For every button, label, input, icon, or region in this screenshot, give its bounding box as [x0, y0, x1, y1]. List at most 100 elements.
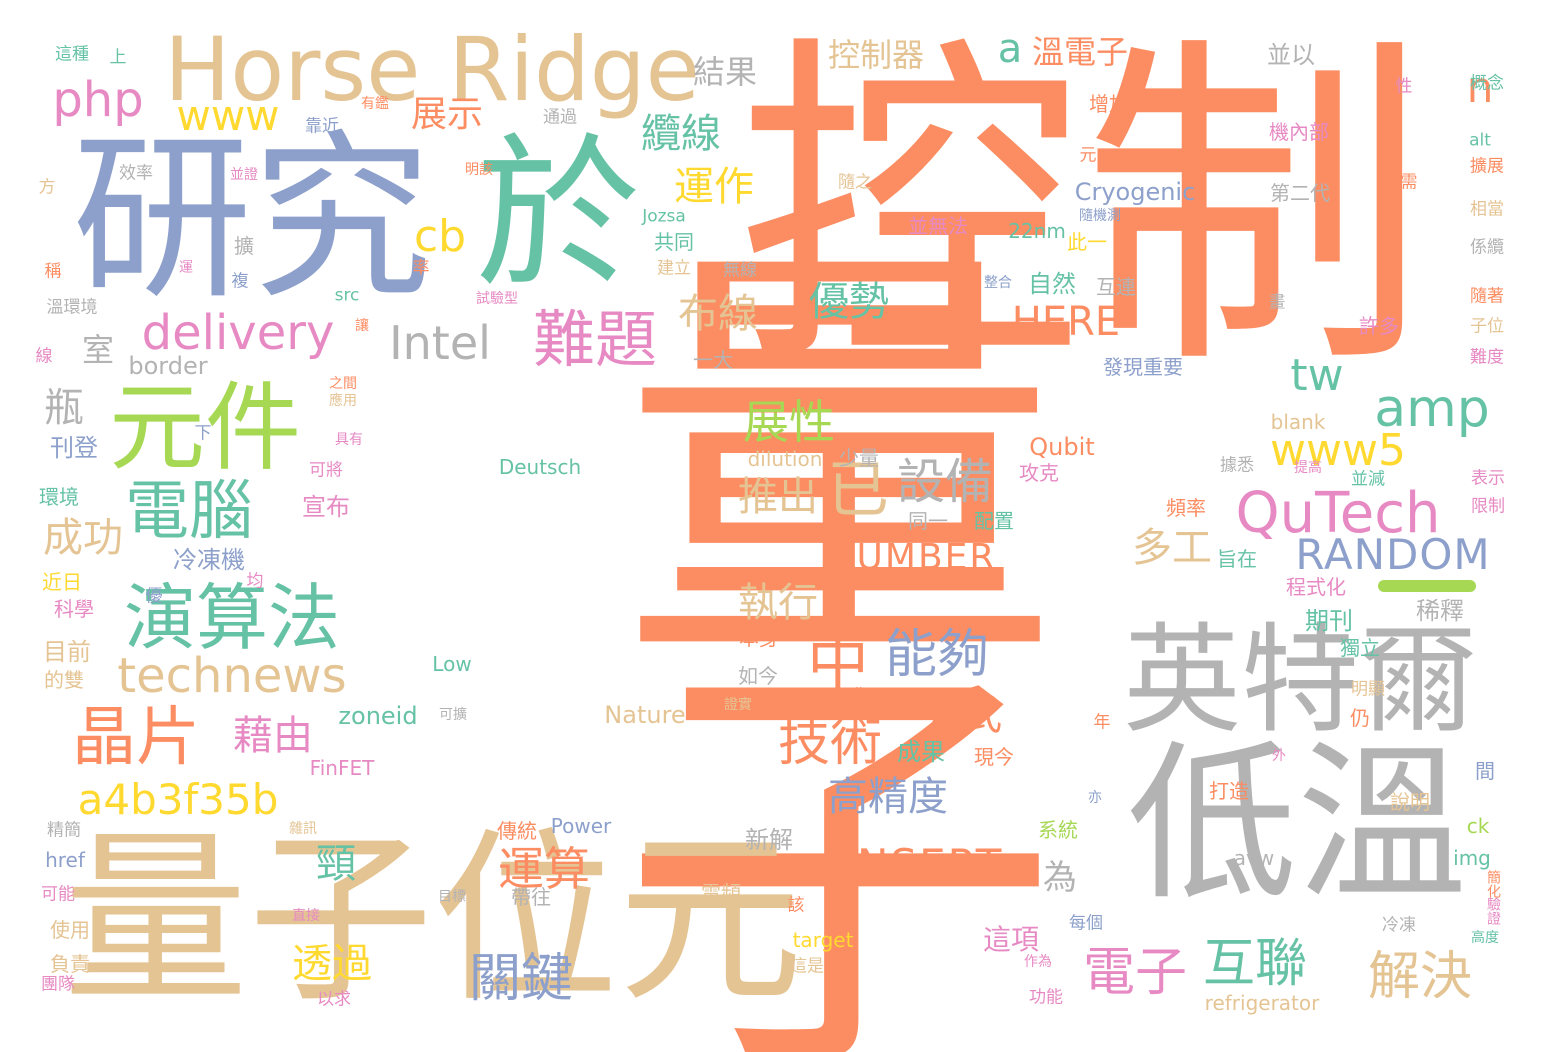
word-jian: 間 — [1475, 759, 1495, 783]
word-wendianzi: 溫電子 — [1031, 33, 1129, 71]
word-xu: 需 — [1396, 172, 1417, 190]
word-suijice: 隨機測 — [1079, 208, 1121, 224]
word-qubit: Qubit — [1029, 433, 1095, 461]
word-bingwufa: 並無法 — [908, 214, 968, 238]
word-xing: 性 — [1395, 76, 1413, 97]
word-zhengshi: 證實 — [724, 697, 752, 713]
word-nenggou: 能夠 — [884, 625, 990, 685]
word-zhijian: 之間 — [329, 376, 357, 392]
word-you: 優 — [145, 586, 163, 607]
word-rang: 讓 — [355, 318, 369, 334]
word-cb: cb — [413, 211, 467, 262]
word-zhixing: 執行 — [738, 580, 818, 626]
word-lengdongji: 冷凍機 — [173, 546, 245, 574]
word-intel-zh: 英特爾 — [1122, 611, 1478, 749]
word-shi: 室 — [81, 331, 115, 369]
word-xinjie: 新解 — [745, 826, 793, 854]
word-gaodu: 高度 — [1471, 930, 1499, 946]
word-jun: 均 — [246, 571, 264, 592]
word-shiyong: 使用 — [50, 918, 90, 942]
decorative-bar — [1378, 580, 1476, 592]
word-liangzi-hero: 量子 — [544, 230, 1056, 1050]
word-wenhuanjing: 溫環境 — [46, 297, 98, 318]
word-zhezhong: 這種 — [55, 44, 89, 65]
word-target: target — [792, 928, 854, 952]
word-deshuang: 的雙 — [44, 668, 84, 692]
word-yida: 一大 — [693, 348, 733, 372]
word-cryogenic: Cryogenic — [1074, 178, 1196, 206]
word-chengguo: 成果 — [897, 738, 945, 766]
word-xia: 下 — [194, 423, 212, 444]
word-dianzi: 電子 — [1082, 943, 1188, 1003]
word-avw: avw — [1233, 846, 1275, 870]
word-tuandui: 團隊 — [41, 974, 75, 995]
word-kuozhan: 擴展 — [1470, 156, 1504, 177]
word-gongke: 攻克 — [1019, 461, 1059, 485]
word-reng: 仍 — [1350, 706, 1370, 730]
word-shebei: 設備 — [896, 454, 994, 510]
word-gongtong: 共同 — [654, 230, 694, 254]
word-zhexiang: 這項 — [982, 923, 1040, 956]
word-n: n — [1466, 63, 1494, 112]
word-kexue: 科學 — [54, 597, 94, 621]
word-horse-ridge: Horse Ridge — [164, 18, 700, 121]
word-gongneng: 功能 — [1029, 987, 1063, 1008]
word-youshi: 優勢 — [809, 279, 889, 325]
word-refrigerator: refrigerator — [1204, 991, 1320, 1015]
word-xishi: 稀釋 — [1416, 597, 1464, 625]
word-youjian: 有鑑 — [361, 96, 389, 112]
word-lengdong: 冷凍 — [1382, 915, 1416, 936]
word-kekuo: 可擴 — [439, 707, 467, 723]
word-kaojin: 靠近 — [305, 116, 339, 137]
word-amp: amp — [1374, 379, 1490, 439]
word-shaoliang: 少量 — [839, 446, 879, 470]
word-qikan: 期刊 — [1305, 607, 1353, 635]
word-hua: 畫 — [1268, 292, 1286, 313]
word-dierdai: 第二代 — [1270, 181, 1330, 205]
word-xianjin: 現今 — [974, 745, 1014, 769]
word-zhong: 中 — [806, 626, 870, 699]
word-dianpin: 電頻 — [701, 881, 741, 905]
word-yi: 已 — [826, 453, 890, 526]
word-mubiao: 目標 — [438, 889, 466, 905]
word-zengjia: 增加 — [1089, 92, 1129, 116]
word-zaxun: 雜訊 — [289, 821, 317, 837]
word-kuan: 款 — [1255, 255, 1269, 271]
word-zhenghe: 整合 — [984, 275, 1012, 291]
word-buxian: 布線 — [678, 291, 758, 337]
word-mingai: 明該 — [465, 162, 493, 178]
word-tongyi: 同一 — [908, 509, 948, 533]
word-zoneid: zoneid — [338, 702, 418, 730]
word-gaojingdu: 高精度 — [828, 774, 948, 820]
word-yiqiu: 以求 — [317, 989, 351, 1010]
word-jingjian: 精簡 — [47, 820, 81, 841]
word-ziwei: 子位 — [1470, 316, 1504, 337]
word-xuduo: 許多 — [1359, 314, 1399, 338]
word-wuxian: 無線 — [723, 260, 757, 281]
word-yi2: 亦 — [1088, 790, 1102, 806]
word-xitong: 系統 — [1038, 818, 1078, 842]
word-number: NUMBER — [827, 537, 997, 578]
word-shiyanxing: 試驗型 — [476, 291, 518, 307]
word-jianhua: 簡化 — [1485, 870, 1501, 898]
word-chenggong: 成功 — [43, 515, 123, 561]
word-yingyong: 應用 — [329, 393, 357, 409]
word-daiwang: 帶往 — [511, 885, 551, 909]
word-src: src — [334, 285, 360, 306]
word-fangshi: 方式 — [922, 693, 1002, 739]
word-jineibu: 機內部 — [1269, 120, 1329, 144]
word-ciyi: 此一 — [1067, 230, 1107, 254]
word-peizhi: 配置 — [974, 509, 1014, 533]
word-xiangdang: 相當 — [1470, 199, 1504, 220]
word-zhanshi: 展示 — [410, 94, 484, 135]
word-zheshi: 這是 — [790, 956, 824, 977]
word-yunsuan: 運算 — [498, 842, 590, 896]
word-kejiang: 可將 — [309, 460, 343, 481]
word-guanjian: 關鍵 — [468, 949, 574, 1009]
word-suizhe: 隨著 — [1470, 286, 1504, 307]
word-yanzheng: 驗證 — [1485, 897, 1501, 925]
word-muqian: 目前 — [43, 638, 91, 666]
word-a: a — [997, 26, 1023, 72]
word-hulian2: 互連 — [1096, 275, 1136, 299]
word-diwen: 低溫 — [1126, 726, 1468, 924]
